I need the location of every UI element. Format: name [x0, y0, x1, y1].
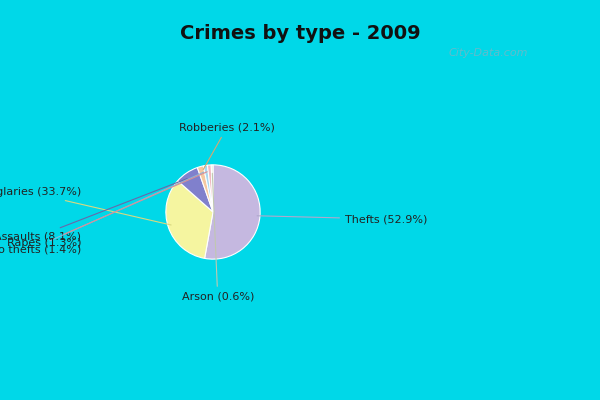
Text: Crimes by type - 2009: Crimes by type - 2009 — [179, 24, 421, 43]
Wedge shape — [178, 168, 213, 212]
Text: City-Data.com: City-Data.com — [449, 48, 528, 58]
Text: Rapes (1.3%): Rapes (1.3%) — [7, 172, 207, 248]
Wedge shape — [211, 165, 213, 212]
Wedge shape — [166, 181, 213, 258]
Text: Assaults (8.1%): Assaults (8.1%) — [0, 179, 187, 242]
Text: Thefts (52.9%): Thefts (52.9%) — [257, 214, 427, 224]
Text: Robberies (2.1%): Robberies (2.1%) — [179, 122, 275, 170]
Text: Arson (0.6%): Arson (0.6%) — [182, 173, 254, 302]
Wedge shape — [197, 166, 213, 212]
Wedge shape — [208, 165, 213, 212]
Text: Burglaries (33.7%): Burglaries (33.7%) — [0, 187, 171, 225]
Wedge shape — [205, 165, 260, 259]
Wedge shape — [203, 165, 213, 212]
Text: Auto thefts (1.4%): Auto thefts (1.4%) — [0, 172, 204, 255]
